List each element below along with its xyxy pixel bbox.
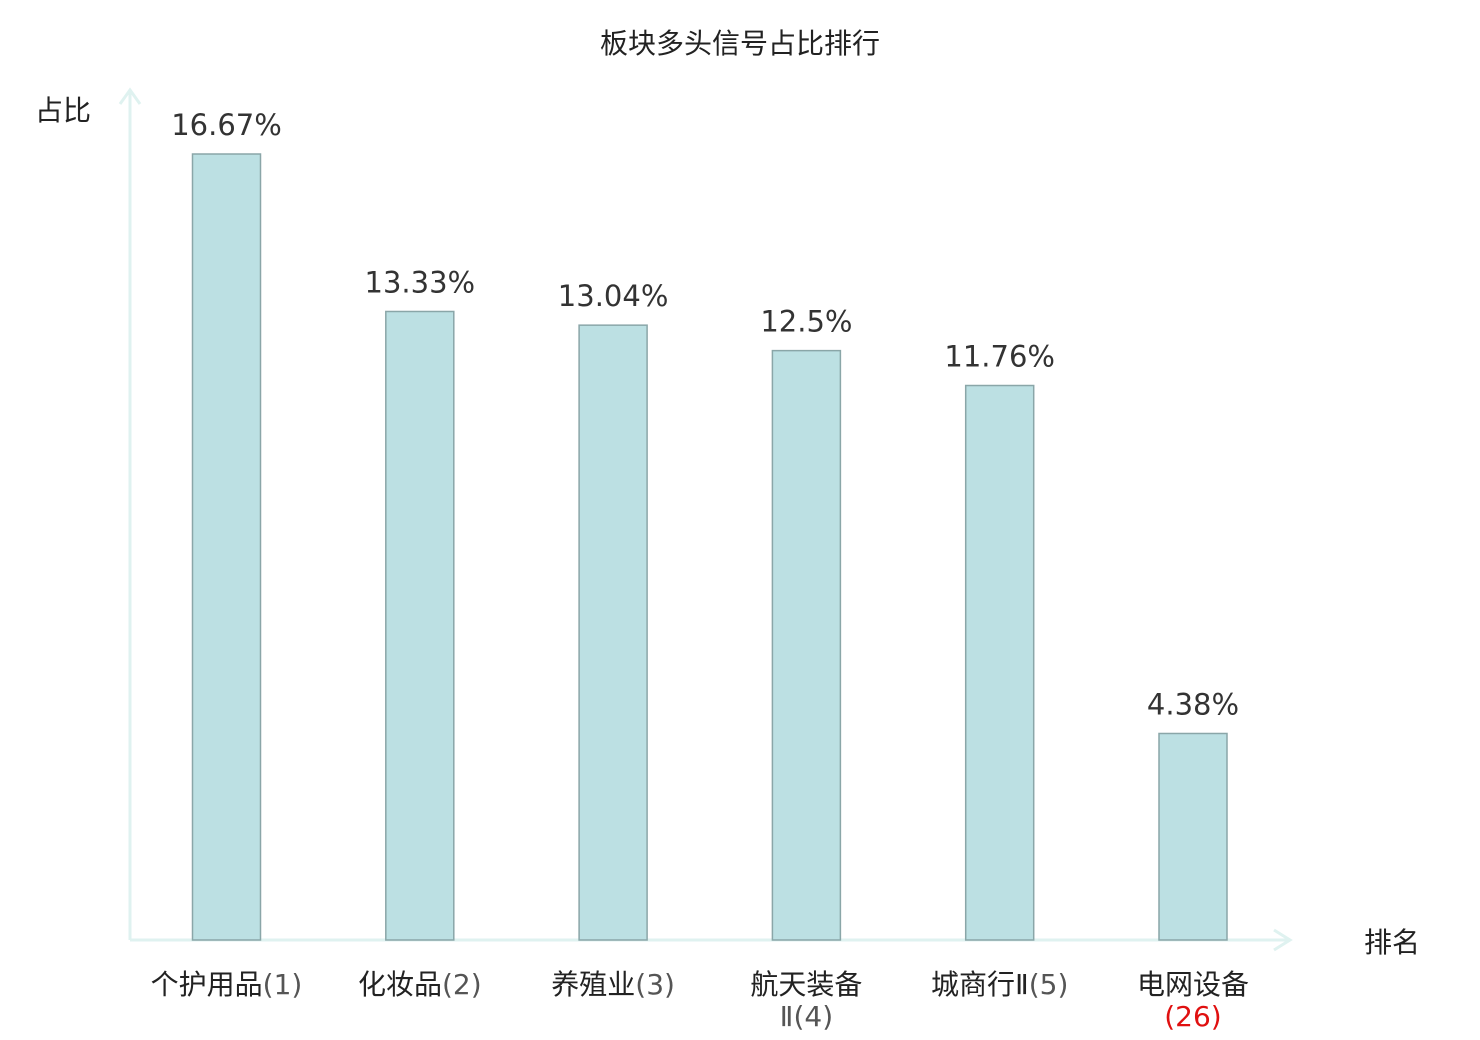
category-name-2: 化妆品 [358, 968, 442, 1001]
category-rank-6: (26) [1164, 1000, 1221, 1033]
y-axis-arrow [118, 87, 142, 105]
category-rank-2: (2) [442, 968, 482, 1001]
value-label-1: 16.67% [171, 108, 282, 142]
bar-2 [385, 310, 455, 941]
y-axis-label: 占比 [35, 94, 91, 127]
bars-group [191, 153, 1228, 941]
category-rank-4: Ⅱ(4) [780, 1000, 833, 1033]
category-label-5: 城商行Ⅱ(5) [931, 968, 1068, 1001]
x-axis-label: 排名 [1364, 926, 1420, 959]
value-label-3: 13.04% [558, 279, 669, 313]
category-name-1: 个护用品 [151, 968, 263, 1001]
category-rank-3: (3) [635, 968, 675, 1001]
bar-1 [191, 153, 262, 941]
x-axis-arrow [1273, 928, 1293, 952]
category-label-2: 化妆品(2) [358, 968, 482, 1001]
value-labels-group: 16.67% 13.33% 13.04% 12.5% 11.76% 4.38% [171, 108, 1239, 721]
category-label-6: 电网设备(26) [1137, 968, 1249, 1033]
bar-6 [1158, 732, 1228, 941]
value-label-6: 4.38% [1147, 687, 1239, 721]
category-labels-group: 个护用品(1) 化妆品(2) 养殖业(3) 航天装备 Ⅱ(4)城商行Ⅱ(5) 电网设备(2… [151, 968, 1249, 1033]
category-label-3: 养殖业(3) [551, 968, 675, 1001]
category-rank-1: (1) [263, 968, 303, 1001]
category-rank-5: (5) [1029, 968, 1069, 1001]
category-name-6: 电网设备 [1137, 968, 1249, 1001]
category-name-5: 城商行Ⅱ [931, 968, 1029, 1001]
category-name-4: 航天装备 [750, 968, 862, 1001]
bar-5 [964, 384, 1035, 941]
bar-3 [578, 324, 648, 941]
value-label-2: 13.33% [365, 265, 476, 299]
category-label-1: 个护用品(1) [151, 968, 303, 1001]
category-name-3: 养殖业 [551, 968, 635, 1001]
category-label-4: 航天装备 Ⅱ(4) [750, 968, 862, 1033]
value-label-4: 12.5% [760, 305, 852, 339]
bar-4 [771, 349, 842, 941]
chart-title: 板块多头信号占比排行 [600, 27, 880, 60]
value-label-5: 11.76% [944, 340, 1055, 374]
